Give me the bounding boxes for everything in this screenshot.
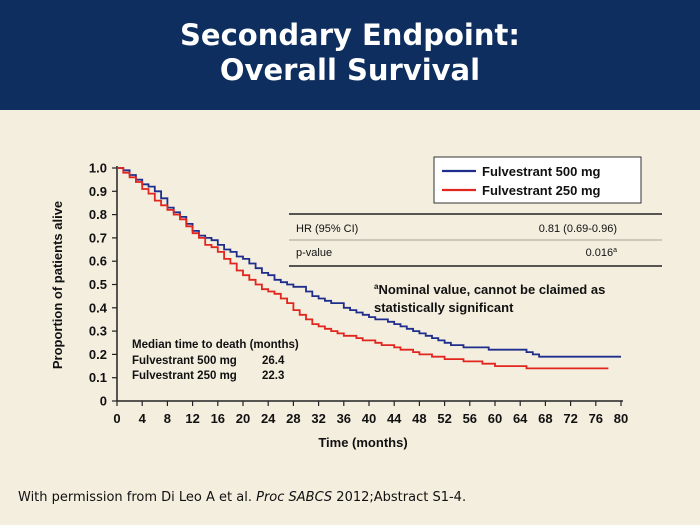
slide-title-line-2: Overall Survival: [219, 53, 481, 87]
footnote-text-1: Nominal value, cannot be claimed as: [378, 282, 605, 297]
pvalue-sup: a: [613, 247, 617, 254]
survival-chart: 00.10.20.30.40.50.60.70.80.91.00 4 8 12 16 20…: [0, 110, 700, 475]
y-tick-label: 0.2: [89, 347, 107, 362]
x-tick-label: 48: [412, 411, 426, 426]
y-tick-label: 0.9: [89, 184, 107, 199]
credit-prefix: With permission from Di Leo A et al.: [18, 490, 257, 505]
series-line-250: [117, 167, 609, 370]
x-tick-label: 0: [113, 411, 120, 426]
x-tick-label: 76: [589, 411, 603, 426]
median-heading: Median time to death (months): [132, 339, 299, 351]
axes: 00.10.20.30.40.50.60.70.80.91.00 4 8 12 16 20…: [89, 161, 628, 427]
x-axis-label: Time (months): [318, 435, 407, 450]
x-tick-label: 80: [614, 411, 628, 426]
footnote-sup: a: [374, 282, 379, 291]
pvalue-number: 0.016: [586, 247, 614, 259]
y-tick-label: 0.3: [89, 324, 107, 339]
footnote-line-2: statistically significant: [374, 300, 514, 315]
slide-title-line-1: Secondary Endpoint:: [180, 18, 520, 52]
y-axis-label: Proportion of patients alive: [50, 201, 65, 369]
legend-label-250: Fulvestrant 250 mg: [482, 183, 601, 198]
median-row-250-value: 22.3: [262, 370, 284, 382]
median-row-250-label: Fulvestrant 250 mg: [132, 370, 237, 382]
x-tick-label: 56: [463, 411, 477, 426]
y-tick-label: 0.5: [89, 277, 107, 292]
x-tick-label: 28: [286, 411, 300, 426]
pvalue-value: 0.016a: [586, 247, 618, 259]
x-tick-label: 40: [362, 411, 376, 426]
legend-box: [433, 156, 642, 204]
x-tick-label: 68: [538, 411, 552, 426]
x-tick-label: 72: [563, 411, 577, 426]
median-row-500-value: 26.4: [262, 355, 285, 367]
y-tick-label: 0.4: [89, 300, 108, 315]
slide-title: Secondary Endpoint: Overall Survival: [0, 18, 700, 88]
x-tick-label: 36: [337, 411, 351, 426]
y-tick-label: 0.7: [89, 230, 107, 245]
x-tick-label: 4: [139, 411, 147, 426]
source-credit: With permission from Di Leo A et al. Pro…: [18, 490, 466, 505]
y-tick-label: 1.0: [89, 161, 107, 176]
hr-label: HR (95% CI): [296, 223, 358, 235]
legend: Fulvestrant 500 mg Fulvestrant 250 mg: [433, 156, 642, 204]
x-tick-label: 64: [513, 411, 528, 426]
legend-label-500: Fulvestrant 500 mg: [482, 164, 601, 179]
median-box: Median time to death (months) Fulvestran…: [132, 339, 299, 382]
series-lines: [117, 167, 621, 370]
x-tick-label: 60: [488, 411, 502, 426]
x-tick-label: 52: [437, 411, 451, 426]
x-tick-label: 12: [185, 411, 199, 426]
x-tick-label: 20: [236, 411, 250, 426]
y-tick-label: 0.8: [89, 207, 107, 222]
x-tick-label: 8: [164, 411, 171, 426]
stats-table: HR (95% CI) 0.81 (0.69-0.96) p-value 0.0…: [289, 213, 662, 267]
credit-suffix: 2012;Abstract S1-4.: [332, 490, 467, 505]
x-tick-label: 44: [387, 411, 402, 426]
x-tick-label: 32: [311, 411, 325, 426]
y-tick-label: 0.1: [89, 370, 107, 385]
x-tick-label: 24: [261, 411, 276, 426]
credit-journal: Proc SABCS: [256, 490, 333, 505]
title-banner: Secondary Endpoint: Overall Survival: [0, 0, 700, 110]
y-tick-label: 0: [100, 394, 107, 409]
pvalue-label: p-value: [296, 247, 332, 259]
median-row-500-label: Fulvestrant 500 mg: [132, 355, 237, 367]
y-tick-label: 0.6: [89, 254, 107, 269]
x-tick-label: 16: [211, 411, 225, 426]
footnote-line-1: aNominal value, cannot be claimed as: [374, 282, 605, 297]
hr-value: 0.81 (0.69-0.96): [539, 223, 617, 235]
